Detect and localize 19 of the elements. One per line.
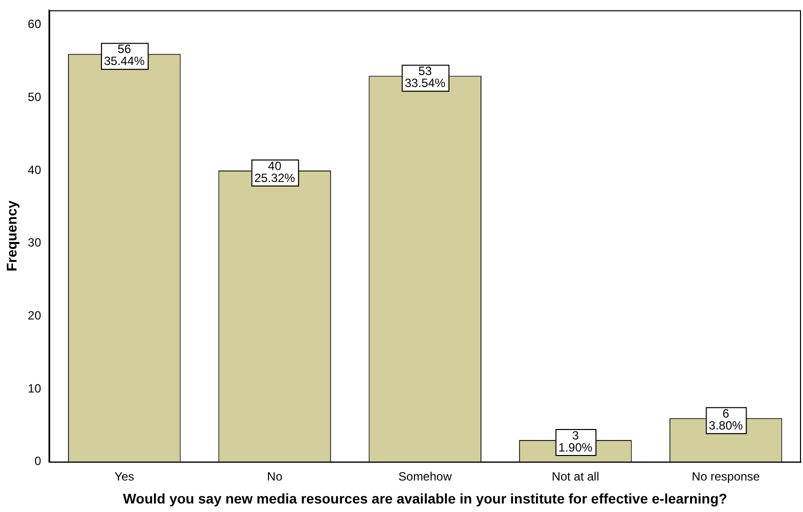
y-tick-label: 50 bbox=[28, 90, 42, 104]
x-tick-label: No response bbox=[692, 469, 760, 484]
x-tick-label: Not at all bbox=[552, 469, 600, 484]
x-tick-label: Somehow bbox=[398, 469, 452, 484]
data-label: 56 35.44% bbox=[104, 42, 146, 68]
data-label: 40 25.32% bbox=[254, 158, 296, 185]
data-label: 3 1.90% bbox=[558, 428, 593, 454]
data-label: 6 3.80% bbox=[708, 406, 744, 432]
data-label: 53 33.54% bbox=[404, 64, 446, 90]
y-tick-label: 0 bbox=[34, 454, 42, 468]
y-tick-label: 60 bbox=[28, 17, 42, 32]
y-tick-label: 40 bbox=[28, 162, 42, 177]
y-tick-label: 10 bbox=[28, 381, 42, 396]
y-tick-label: 20 bbox=[28, 308, 42, 322]
x-tick-label: No bbox=[267, 469, 283, 484]
y-tick-label: 30 bbox=[28, 236, 42, 250]
x-axis-title: Would you say new media resources are available in your institute for effective e-learning? bbox=[122, 490, 728, 506]
y-axis-title: Frequency bbox=[3, 200, 20, 272]
x-tick-label: Yes bbox=[114, 469, 134, 484]
